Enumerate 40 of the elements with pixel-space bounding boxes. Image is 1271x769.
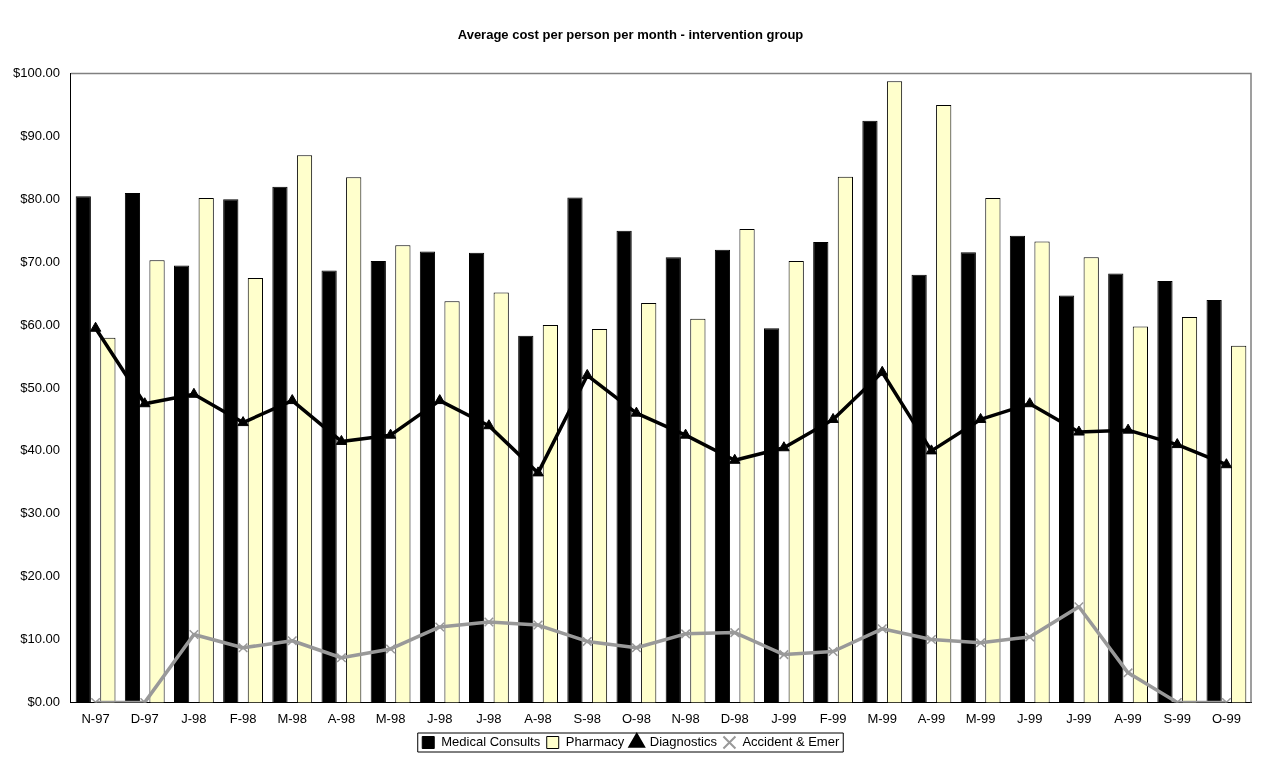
x-tick-label: F-99 xyxy=(819,710,847,726)
chart-title: Average cost per person per month - intervention group xyxy=(457,27,804,43)
x-tick-label: M-99 xyxy=(867,710,898,726)
legend-label: Accident & Emer xyxy=(742,734,840,750)
y-tick-label: $90.00 xyxy=(20,128,60,144)
x-tick-label: D-98 xyxy=(720,710,749,726)
x-tick-label: J-98 xyxy=(181,710,207,726)
x-tick-label: J-99 xyxy=(1017,710,1043,726)
y-tick-label: $40.00 xyxy=(20,442,60,458)
x-tick-label: O-99 xyxy=(1211,710,1241,726)
x-tick-label: O-98 xyxy=(621,710,651,726)
y-tick-label: $50.00 xyxy=(20,379,60,395)
x-tick-label: A-98 xyxy=(524,710,552,726)
x-tick-label: M-99 xyxy=(965,710,996,726)
y-tick-label: $20.00 xyxy=(20,568,60,584)
x-tick-label: J-98 xyxy=(427,710,453,726)
y-tick-label: $80.00 xyxy=(20,190,60,206)
y-tick-label: $30.00 xyxy=(20,505,60,521)
x-tick-label: J-99 xyxy=(1066,710,1092,726)
x-tick-label: N-98 xyxy=(671,710,700,726)
legend-label: Medical Consults xyxy=(441,734,541,750)
y-tick-label: $0.00 xyxy=(27,693,60,709)
legend-label: Diagnostics xyxy=(649,734,718,750)
x-tick-label: A-99 xyxy=(917,710,946,726)
x-tick-label: J-99 xyxy=(771,710,797,726)
x-tick-label: A-98 xyxy=(327,710,356,726)
x-tick-label: A-99 xyxy=(1114,710,1142,726)
x-tick-label: D-97 xyxy=(130,710,159,726)
x-tick-label: J-98 xyxy=(476,710,502,726)
x-tick-label: M-98 xyxy=(375,710,406,726)
x-tick-label: F-98 xyxy=(229,710,257,726)
y-tick-label: $100.00 xyxy=(12,65,60,81)
x-tick-label: S-98 xyxy=(573,710,601,726)
y-tick-label: $60.00 xyxy=(20,316,60,332)
y-tick-label: $10.00 xyxy=(20,631,60,647)
y-tick-label: $70.00 xyxy=(20,253,60,269)
x-tick-label: S-99 xyxy=(1163,710,1191,726)
legend-label: Pharmacy xyxy=(565,734,625,750)
x-tick-label: N-97 xyxy=(81,710,110,726)
x-tick-label: M-98 xyxy=(277,710,308,726)
